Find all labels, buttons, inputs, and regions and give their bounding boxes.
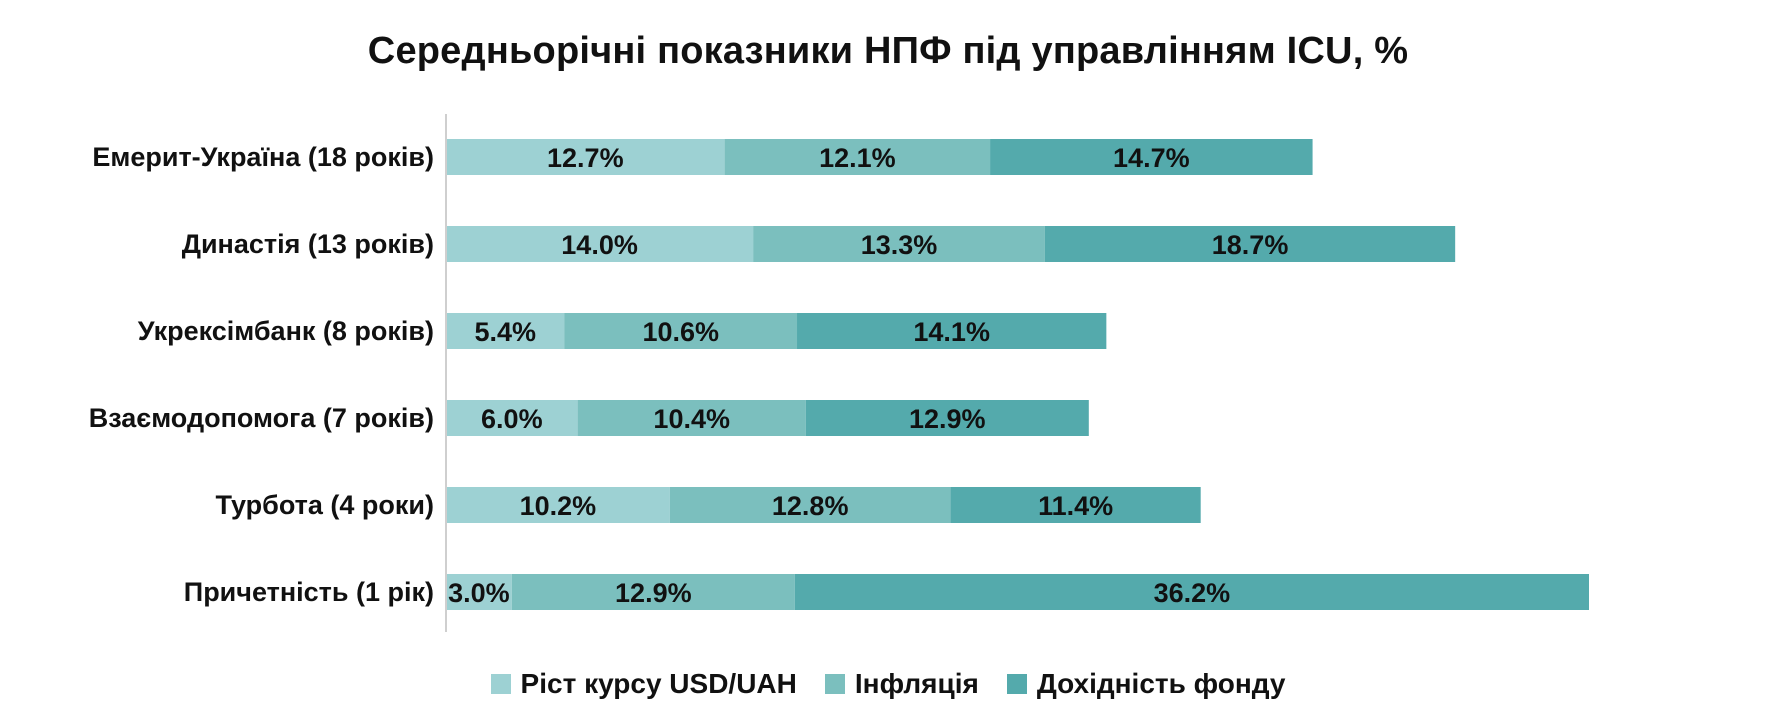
bar-segment (446, 226, 754, 262)
data-label: 12.1% (819, 143, 896, 173)
bar-segment (446, 139, 725, 175)
data-label: 36.2% (1154, 578, 1231, 608)
bar-segment (446, 574, 512, 610)
data-label: 3.0% (448, 578, 510, 608)
data-label: 12.7% (547, 143, 624, 173)
bar-segment (950, 487, 1201, 523)
data-label: 10.4% (653, 404, 730, 434)
data-label: 14.0% (561, 230, 638, 260)
category-label: Причетність (1 рік) (184, 577, 434, 607)
bar-segment (794, 574, 1589, 610)
category-label: Взаємодопомога (7 років) (89, 403, 434, 433)
data-label: 14.1% (913, 317, 990, 347)
legend-item: Ріст курсу USD/UAH (490, 668, 797, 700)
data-label: 6.0% (481, 404, 543, 434)
data-label: 11.4% (1038, 491, 1113, 521)
bar-segment (511, 574, 795, 610)
data-label: 13.3% (861, 230, 938, 260)
legend-label: Інфляція (854, 668, 979, 699)
legend-label: Дохідність фонду (1036, 668, 1286, 699)
bars-layer (446, 139, 1589, 610)
data-label: 12.9% (615, 578, 692, 608)
legend-swatch (1006, 674, 1027, 694)
category-label: Укрексімбанк (8 років) (138, 316, 434, 346)
legend-item: Інфляція (824, 668, 979, 700)
bar-segment (805, 400, 1089, 436)
data-label: 5.4% (474, 317, 536, 347)
bar-segment (564, 313, 798, 349)
legend-swatch (824, 674, 845, 694)
bar-segment (446, 313, 565, 349)
data-label: 10.6% (642, 317, 719, 347)
category-label: Династія (13 років) (182, 229, 434, 259)
category-labels: Емерит-Україна (18 років) Династія (13 ро… (89, 142, 434, 607)
labels-layer: 12.7% 12.1% 14.7% 14.0% 13.3% 18.7% 5.4% 10.6% 1… (448, 143, 1288, 608)
bar-segment (669, 487, 951, 523)
bar-segment (724, 139, 991, 175)
data-label: 12.8% (772, 491, 849, 521)
bar-segment (797, 313, 1107, 349)
legend-item: Дохідність фонду (1006, 668, 1286, 700)
bar-segment (446, 400, 578, 436)
data-label: 18.7% (1212, 230, 1289, 260)
bar-segment (990, 139, 1313, 175)
chart-title: Середньорічні показники НПФ під управлін… (367, 30, 1409, 72)
legend-label: Ріст курсу USD/UAH (520, 668, 797, 699)
category-label: Емерит-Україна (18 років) (92, 142, 434, 172)
bar-segment (446, 487, 670, 523)
bar-segment (753, 226, 1045, 262)
data-label: 10.2% (520, 491, 597, 521)
legend: Ріст курсу USD/UAH Інфляція Дохідність фон… (0, 668, 1776, 700)
data-label: 12.9% (909, 404, 986, 434)
data-label: 14.7% (1113, 143, 1190, 173)
bar-segment (577, 400, 806, 436)
legend-swatch (490, 674, 511, 694)
category-label: Турбота (4 роки) (216, 490, 434, 520)
chart-plot: 12.7% 12.1% 14.7% 14.0% 13.3% 18.7% 5.4% 10.6% 1… (89, 114, 1589, 632)
bar-segment (1044, 226, 1456, 262)
